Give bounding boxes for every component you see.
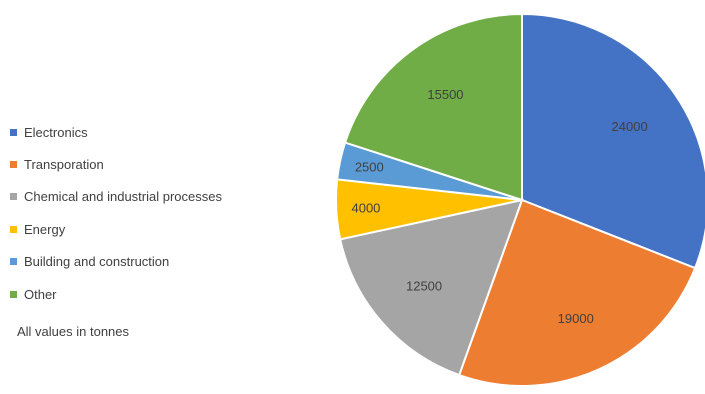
- data-label-energy: 4000: [351, 200, 380, 215]
- legend-item-building-and-construction: Building and construction: [10, 246, 310, 278]
- legend-swatch: [10, 290, 17, 298]
- legend-swatch: [10, 193, 17, 201]
- legend: Electronics Transporation Chemical and ind…: [10, 116, 310, 310]
- legend-label: Electronics: [24, 124, 88, 140]
- data-label-electronics: 24000: [612, 119, 648, 134]
- pie-data-labels: 24000 19000 12500 4000 2500 15500: [351, 87, 647, 326]
- legend-label: Building and construction: [24, 254, 170, 270]
- pie-slice-electronics: [521, 12, 705, 270]
- legend-item-chemical-and-industrial-processes: Chemical and industrial processes: [10, 181, 310, 213]
- legend-swatch: [10, 128, 17, 136]
- legend-swatch: [10, 225, 17, 233]
- pie-slices: [334, 12, 705, 387]
- legend-label: Transporation: [24, 157, 104, 173]
- legend-label: Chemical and industrial processes: [24, 189, 222, 205]
- data-label-building-and-construction: 2500: [355, 160, 384, 175]
- pie-slice-chemical-and-industrial-processes: [339, 198, 524, 377]
- pie-slice-other: [343, 12, 523, 202]
- legend-swatch: [10, 161, 17, 169]
- data-label-other: 15500: [427, 87, 463, 102]
- legend-item-transporation: Transporation: [10, 148, 310, 180]
- legend-swatch: [10, 258, 17, 266]
- data-label-chemical-and-industrial-processes: 12500: [406, 278, 442, 293]
- legend-label: Energy: [24, 221, 66, 237]
- pie-slice-transporation: [457, 198, 697, 387]
- legend-item-other: Other: [10, 278, 310, 310]
- legend-label: Other: [24, 286, 57, 302]
- data-label-transporation: 19000: [558, 311, 594, 326]
- chart-footnote: All values in tonnes: [17, 324, 130, 339]
- legend-item-energy: Energy: [10, 213, 310, 245]
- legend-item-electronics: Electronics: [10, 116, 310, 148]
